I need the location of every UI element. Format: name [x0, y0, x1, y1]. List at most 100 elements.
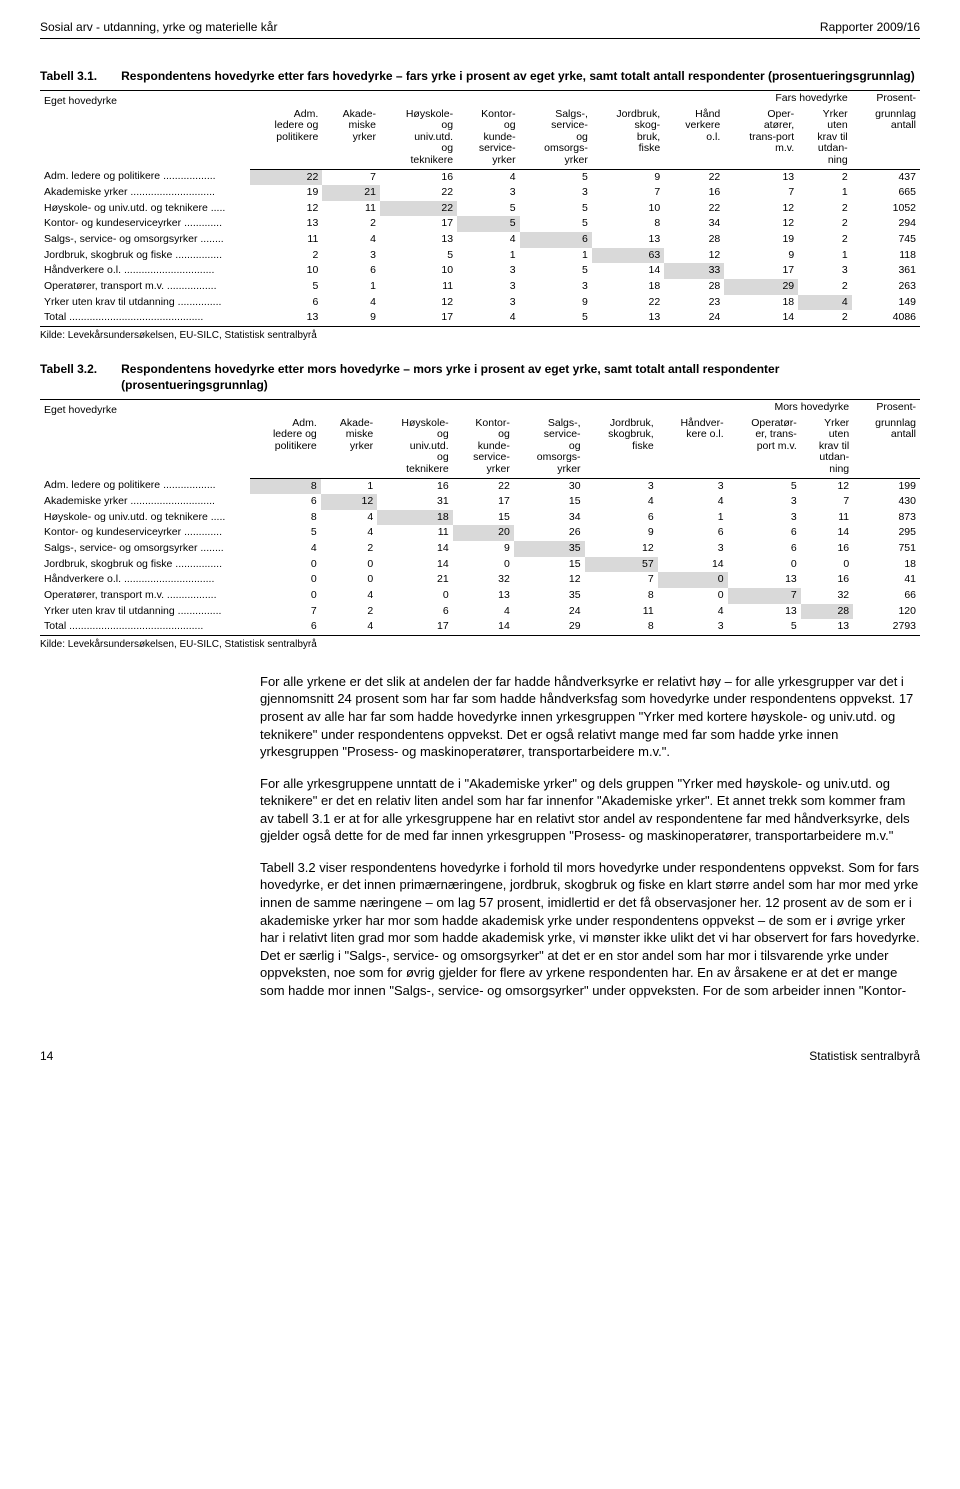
- cell: 0: [321, 572, 377, 588]
- cell: 9: [724, 248, 798, 264]
- cell: 20: [453, 525, 514, 541]
- cell: 4: [798, 295, 852, 311]
- cell: 35: [514, 541, 585, 557]
- cell: 6: [322, 263, 380, 279]
- cell: 4086: [852, 310, 920, 326]
- cell: 12: [724, 216, 798, 232]
- cell: 4: [457, 310, 520, 326]
- table-3-2-block: Tabell 3.2. Respondentens hovedyrke ette…: [40, 362, 920, 651]
- cell: 12: [585, 541, 658, 557]
- cell: 18: [853, 557, 920, 573]
- cell: 1: [321, 478, 377, 494]
- cell: 16: [801, 541, 853, 557]
- cell: 0: [658, 588, 728, 604]
- cell: 430: [853, 494, 920, 510]
- col-header-0: Adm.ledere ogpolitikere: [250, 416, 321, 478]
- table-3-1: Eget hovedyrkeFars hovedyrkeProsent-Adm.…: [40, 90, 920, 327]
- cell: 13: [801, 619, 853, 635]
- cell: 23: [664, 295, 724, 311]
- cell: 17: [380, 216, 457, 232]
- cell: 6: [728, 541, 801, 557]
- cell: 8: [250, 510, 321, 526]
- col-header-2: Høyskole-oguniv.utd.ogteknikere: [377, 416, 453, 478]
- row-label: Kontor- og kundeserviceyrker ...........…: [40, 525, 250, 541]
- cell: 4: [321, 619, 377, 635]
- col-header-5: Jordbruk,skog-bruk,fiske: [592, 107, 664, 169]
- cell: 14: [453, 619, 514, 635]
- cell: 3: [520, 279, 592, 295]
- cell: 4: [585, 494, 658, 510]
- col-prosent-header-1: Prosent-: [852, 91, 920, 107]
- cell: 13: [724, 169, 798, 185]
- cell: 120: [853, 604, 920, 620]
- cell: 1: [798, 185, 852, 201]
- page-header: Sosial arv - utdanning, yrke og materiel…: [40, 20, 920, 39]
- cell: 4: [250, 541, 321, 557]
- cell: 3: [457, 279, 520, 295]
- col-left-header: Eget hovedyrke: [40, 91, 250, 169]
- table-3-1-block: Tabell 3.1. Respondentens hovedyrke ette…: [40, 69, 920, 342]
- footer-left: 14: [40, 1049, 53, 1065]
- cell: 9: [585, 525, 658, 541]
- table-3-1-heading: Tabell 3.1. Respondentens hovedyrke ette…: [40, 69, 920, 85]
- cell: 12: [724, 201, 798, 217]
- cell: 5: [457, 201, 520, 217]
- cell: 21: [377, 572, 453, 588]
- cell: 28: [801, 604, 853, 620]
- paragraph-2: For alle yrkesgruppene unntatt de i "Aka…: [260, 775, 920, 845]
- row-label: Total ..................................…: [40, 619, 250, 635]
- table-3-1-caption: Respondentens hovedyrke etter fars hoved…: [121, 69, 920, 85]
- cell: 3: [728, 494, 801, 510]
- cell: 2: [321, 541, 377, 557]
- cell: 22: [380, 201, 457, 217]
- cell: 3: [457, 295, 520, 311]
- cell: 5: [520, 201, 592, 217]
- cell: 41: [853, 572, 920, 588]
- cell: 5: [520, 310, 592, 326]
- header-left: Sosial arv - utdanning, yrke og materiel…: [40, 20, 277, 36]
- cell: 1052: [852, 201, 920, 217]
- cell: 13: [728, 572, 801, 588]
- cell: 6: [585, 510, 658, 526]
- cell: 4: [322, 232, 380, 248]
- cell: 12: [380, 295, 457, 311]
- cell: 6: [250, 619, 321, 635]
- cell: 3: [457, 185, 520, 201]
- col-header-4: Salgs-,service-ogomsorgs-yrker: [520, 107, 592, 169]
- cell: 14: [801, 525, 853, 541]
- cell: 3: [658, 478, 728, 494]
- col-header-7: Operatør-er, trans-port m.v.: [728, 416, 801, 478]
- cell: 16: [801, 572, 853, 588]
- cell: 4: [321, 525, 377, 541]
- cell: 18: [592, 279, 664, 295]
- cell: 15: [453, 510, 514, 526]
- cell: 12: [664, 248, 724, 264]
- cell: 4: [457, 169, 520, 185]
- cell: 199: [853, 478, 920, 494]
- header-right: Rapporter 2009/16: [820, 20, 920, 36]
- row-label: Total ..................................…: [40, 310, 250, 326]
- cell: 14: [377, 541, 453, 557]
- cell: 7: [724, 185, 798, 201]
- cell: 63: [592, 248, 664, 264]
- cell: 19: [250, 185, 322, 201]
- cell: 3: [322, 248, 380, 264]
- cell: 11: [585, 604, 658, 620]
- cell: 665: [852, 185, 920, 201]
- cell: 3: [585, 478, 658, 494]
- cell: 2: [798, 169, 852, 185]
- cell: 22: [664, 201, 724, 217]
- row-label: Akademiske yrker .......................…: [40, 494, 250, 510]
- row-label: Jordbruk, skogbruk og fiske ............…: [40, 248, 250, 264]
- cell: 3: [520, 185, 592, 201]
- col-left-header: Eget hovedyrke: [40, 400, 250, 478]
- cell: 4: [321, 510, 377, 526]
- table-3-1-source: Kilde: Levekårsundersøkelsen, EU-SILC, S…: [40, 329, 920, 342]
- cell: 34: [514, 510, 585, 526]
- cell: 7: [728, 588, 801, 604]
- cell: 31: [377, 494, 453, 510]
- col-header-8: Yrkerutenkrav tilutdan-ning: [798, 107, 852, 169]
- cell: 4: [457, 232, 520, 248]
- cell: 2: [250, 248, 322, 264]
- cell: 745: [852, 232, 920, 248]
